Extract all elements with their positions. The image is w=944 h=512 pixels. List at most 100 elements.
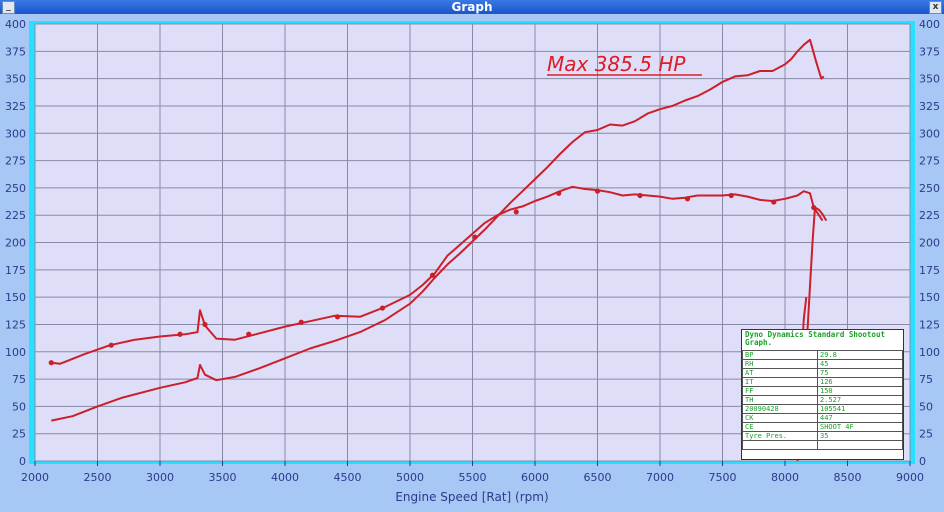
info-key: TH [742, 395, 818, 405]
y-tick-label-right: 25 [919, 428, 933, 441]
x-tick-label: 4500 [334, 471, 362, 484]
info-row: CE SHOOT 4F [742, 422, 903, 432]
y-tick-label-left: 200 [5, 237, 26, 250]
info-key: BP [742, 350, 818, 360]
close-icon[interactable]: x [929, 1, 942, 14]
y-tick-label-left: 175 [5, 264, 26, 277]
x-tick-label: 6000 [521, 471, 549, 484]
y-tick-label-left: 100 [5, 346, 26, 359]
y-tick-label-left: 0 [19, 455, 26, 468]
data-marker [637, 192, 643, 199]
info-key: AT [742, 368, 818, 378]
x-tick-label: 2000 [21, 471, 49, 484]
x-tick-label: 8500 [834, 471, 862, 484]
x-tick-label: 7500 [709, 471, 737, 484]
y-tick-label-left: 400 [5, 18, 26, 31]
x-tick-label: 6500 [584, 471, 612, 484]
y-tick-label-left: 150 [5, 291, 26, 304]
x-tick-label: 3000 [146, 471, 174, 484]
info-value: 126 [817, 377, 903, 387]
info-value: 35 [817, 431, 903, 441]
y-tick-label-left: 125 [5, 318, 26, 331]
dyno-info-panel: Dyno Dynamics Standard Shootout Graph. B… [741, 329, 904, 460]
info-value: SHOOT 4F [817, 422, 903, 432]
info-row: IT 126 [742, 377, 903, 387]
x-tick-label: 9000 [896, 471, 924, 484]
data-marker [684, 196, 691, 202]
y-tick-label-left: 375 [5, 45, 26, 58]
max-annotation: Max 385.5 HP [547, 52, 686, 76]
window-titlebar: Graph _ x [0, 0, 944, 14]
y-tick-label-right: 150 [919, 291, 940, 304]
info-key: Tyre Pres. [742, 431, 818, 441]
info-key [742, 440, 818, 450]
y-tick-label-right: 75 [919, 373, 933, 386]
info-value: 45 [817, 359, 903, 369]
series-line-0 [51, 38, 825, 422]
info-value: 150 [817, 386, 903, 396]
x-tick-label: 2500 [84, 471, 112, 484]
x-tick-label: 3500 [209, 471, 237, 484]
info-key: FF [742, 386, 818, 396]
data-marker [429, 272, 436, 278]
info-value [817, 440, 903, 450]
info-row: AT 75 [742, 368, 903, 378]
info-row: TH 2.527 [742, 395, 903, 405]
y-tick-label-left: 50 [12, 400, 26, 413]
y-tick-label-right: 100 [919, 346, 940, 359]
info-row: BP 29.8 [742, 350, 903, 360]
info-row: RH 45 [742, 359, 903, 369]
info-panel-title: Dyno Dynamics Standard Shootout Graph. [745, 330, 885, 347]
y-tick-label-right: 300 [919, 127, 940, 140]
y-tick-label-right: 400 [919, 18, 940, 31]
y-tick-label-left: 350 [5, 73, 26, 86]
y-tick-label-right: 50 [919, 400, 933, 413]
data-marker [513, 209, 519, 215]
info-value: 29.8 [817, 350, 903, 360]
y-tick-label-right: 225 [919, 209, 940, 222]
info-row: CK 447 [742, 413, 903, 423]
info-value: 75 [817, 368, 903, 378]
data-marker [556, 190, 562, 196]
x-tick-label: 5500 [459, 471, 487, 484]
info-row: FF 150 [742, 386, 903, 396]
minimize-icon[interactable]: _ [2, 1, 15, 14]
data-marker [202, 321, 208, 328]
data-marker [108, 342, 114, 348]
info-key: IT [742, 377, 818, 387]
info-value: 105541 [817, 404, 903, 414]
ticks: 2000 2500 3000 3500 4000 4500 5000 5500 6000 6500… [5, 18, 940, 484]
y-tick-label-right: 375 [919, 45, 940, 58]
y-tick-label-left: 25 [12, 428, 26, 441]
data-marker [728, 192, 734, 199]
data-marker [379, 305, 386, 311]
marker-group [48, 188, 817, 366]
info-row: 20090428 105541 [742, 404, 903, 414]
y-tick-label-left: 275 [5, 155, 26, 168]
info-value: 447 [817, 413, 903, 423]
y-tick-label-left: 75 [12, 373, 26, 386]
data-marker [771, 199, 777, 205]
x-tick-label: 7000 [646, 471, 674, 484]
data-marker [472, 234, 478, 240]
data-marker [594, 188, 601, 194]
info-key: CE [742, 422, 818, 432]
info-row [742, 440, 903, 450]
data-marker [298, 319, 304, 325]
data-marker [811, 204, 817, 211]
y-tick-label-right: 325 [919, 100, 940, 113]
y-tick-label-left: 325 [5, 100, 26, 113]
y-tick-label-right: 350 [919, 73, 940, 86]
y-tick-label-right: 275 [919, 155, 940, 168]
x-tick-label: 4000 [271, 471, 299, 484]
y-tick-label-right: 250 [919, 182, 940, 195]
y-tick-label-right: 175 [919, 264, 940, 277]
data-marker [246, 331, 252, 337]
y-tick-label-left: 300 [5, 127, 26, 140]
info-row: Tyre Pres. 35 [742, 431, 903, 441]
y-tick-label-left: 250 [5, 182, 26, 195]
y-tick-label-left: 225 [5, 209, 26, 222]
data-marker [334, 314, 341, 320]
info-key: 20090428 [742, 404, 818, 414]
y-tick-label-right: 200 [919, 237, 940, 250]
